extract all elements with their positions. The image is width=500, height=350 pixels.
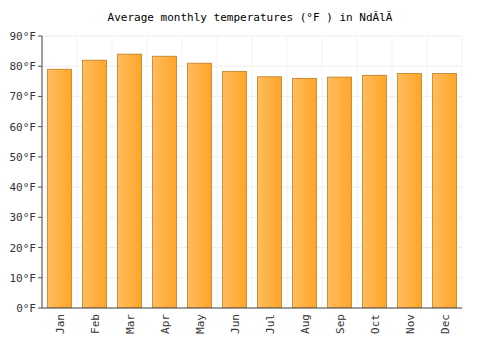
grid-line-vertical	[182, 36, 183, 308]
bar	[223, 71, 247, 308]
x-tick-label: Jun	[229, 314, 242, 334]
y-tick-label: 10°F	[10, 272, 37, 285]
y-tick	[38, 277, 42, 278]
y-tick-label: 20°F	[10, 242, 37, 255]
grid-line-vertical	[112, 36, 113, 308]
grid-line-vertical	[392, 36, 393, 308]
grid-line-vertical	[217, 36, 218, 308]
y-tick	[38, 156, 42, 157]
x-tick-label: Feb	[89, 314, 102, 334]
y-axis	[42, 36, 43, 308]
x-tick-label: Apr	[159, 314, 172, 334]
y-tick-label: 60°F	[10, 121, 37, 134]
grid-line-vertical	[462, 36, 463, 308]
x-tick-label: Aug	[299, 314, 312, 334]
bar	[363, 75, 387, 308]
y-tick-label: 90°F	[10, 30, 37, 43]
y-tick-label: 70°F	[10, 90, 37, 103]
chart-svg: Average monthly temperatures (°F ) in Nd…	[0, 0, 500, 350]
x-tick-label: Jul	[264, 314, 277, 334]
bar	[153, 56, 177, 308]
y-tick	[38, 96, 42, 97]
bar	[293, 78, 317, 308]
bar	[48, 69, 72, 308]
x-axis	[42, 308, 462, 309]
grid-line-vertical	[252, 36, 253, 308]
y-tick	[38, 217, 42, 218]
grid	[42, 36, 462, 308]
grid-line-vertical	[42, 36, 43, 308]
y-tick-label: 30°F	[10, 211, 37, 224]
y-tick	[38, 308, 42, 309]
grid-line	[42, 308, 462, 309]
y-tick-label: 80°F	[10, 60, 37, 73]
y-tick	[38, 66, 42, 67]
y-tick	[38, 126, 42, 127]
grid-line-vertical	[357, 36, 358, 308]
chart-title: Average monthly temperatures (°F ) in Nd…	[108, 11, 393, 24]
grid-line-vertical	[287, 36, 288, 308]
x-tick-label: Nov	[404, 314, 417, 334]
x-tick-label: Jan	[54, 314, 67, 334]
x-tick-label: Mar	[124, 314, 137, 334]
y-tick-label: 0°F	[16, 302, 36, 315]
x-tick-label: Sep	[334, 314, 347, 334]
bar	[433, 73, 457, 308]
grid-line-vertical	[427, 36, 428, 308]
bar	[118, 54, 142, 308]
y-tick	[38, 187, 42, 188]
grid-line-vertical	[322, 36, 323, 308]
bar	[328, 77, 352, 308]
bars	[48, 54, 457, 308]
grid-line-vertical	[77, 36, 78, 308]
y-tick-label: 40°F	[10, 181, 37, 194]
chart-container: Average monthly temperatures (°F ) in Nd…	[0, 0, 500, 350]
y-tick-label: 50°F	[10, 151, 37, 164]
bar	[258, 77, 282, 308]
bar	[188, 63, 212, 308]
x-tick-label: Dec	[439, 314, 452, 334]
grid-line-vertical	[147, 36, 148, 308]
x-tick-label: Oct	[369, 314, 382, 334]
y-tick	[38, 36, 42, 37]
bar	[398, 73, 422, 308]
y-tick	[38, 247, 42, 248]
x-tick-label: May	[194, 314, 207, 334]
bar	[83, 60, 107, 308]
